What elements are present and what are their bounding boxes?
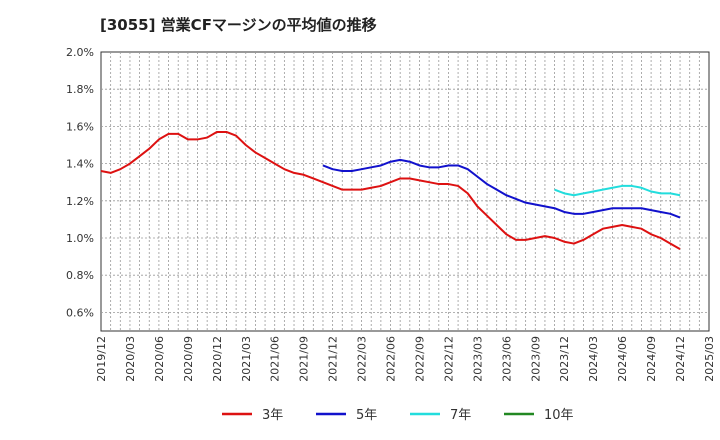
- x-tick-label: 2021/12: [327, 336, 340, 382]
- x-tick-label: 2021/09: [298, 336, 311, 382]
- x-tick-label: 2024/09: [645, 336, 658, 382]
- y-tick-label: 1.2%: [66, 195, 94, 208]
- x-tick-label: 2024/06: [616, 336, 629, 382]
- x-tick-label: 2020/09: [182, 336, 195, 382]
- x-tick-label: 2024/12: [674, 336, 687, 382]
- x-tick-label: 2019/12: [95, 336, 108, 382]
- y-tick-label: 0.8%: [66, 269, 94, 282]
- x-tick-label: 2025/03: [703, 336, 716, 382]
- legend-label: 10年: [544, 408, 574, 423]
- x-tick-label: 2023/03: [471, 336, 484, 382]
- x-tick-label: 2021/06: [269, 336, 282, 382]
- legend-label: 7年: [450, 408, 471, 423]
- x-tick-label: 2020/12: [211, 336, 224, 382]
- series-line-3: [554, 184, 681, 197]
- legend: 3年 5年 7年 10年: [222, 408, 574, 423]
- grid: [101, 52, 709, 331]
- x-tick-label: 2020/06: [153, 336, 166, 382]
- series-line-1: [100, 130, 681, 251]
- plot-frame: [100, 51, 710, 332]
- chart-title: [3055] 営業CFマージンの平均値の推移: [100, 16, 377, 34]
- x-tick-label: 2021/03: [240, 336, 253, 382]
- legend-label: 5年: [356, 408, 377, 423]
- y-axis-ticks: 0.6% 0.8% 1.0% 1.2% 1.4% 1.6% 1.8% 2.0%: [66, 46, 94, 319]
- x-tick-label: 2020/03: [124, 336, 137, 382]
- x-tick-label: 2024/03: [587, 336, 600, 382]
- series-lines: [100, 130, 681, 251]
- y-tick-label: 1.8%: [66, 83, 94, 96]
- y-tick-label: 0.6%: [66, 306, 94, 319]
- legend-label: 3年: [262, 408, 283, 423]
- x-tick-label: 2022/06: [385, 336, 398, 382]
- x-tick-label: 2022/09: [413, 336, 426, 382]
- x-tick-label: 2023/12: [558, 336, 571, 382]
- y-tick-label: 2.0%: [66, 46, 94, 59]
- y-tick-label: 1.4%: [66, 158, 94, 171]
- y-tick-label: 1.6%: [66, 120, 94, 133]
- x-axis-ticks: 2019/12 2020/03 2020/06 2020/09 2020/12 2021/…: [95, 336, 716, 382]
- x-tick-label: 2023/06: [500, 336, 513, 382]
- y-tick-label: 1.0%: [66, 232, 94, 245]
- x-tick-label: 2022/03: [356, 336, 369, 382]
- x-tick-label: 2022/12: [442, 336, 455, 382]
- x-tick-label: 2023/09: [529, 336, 542, 382]
- series-line-2: [322, 158, 681, 219]
